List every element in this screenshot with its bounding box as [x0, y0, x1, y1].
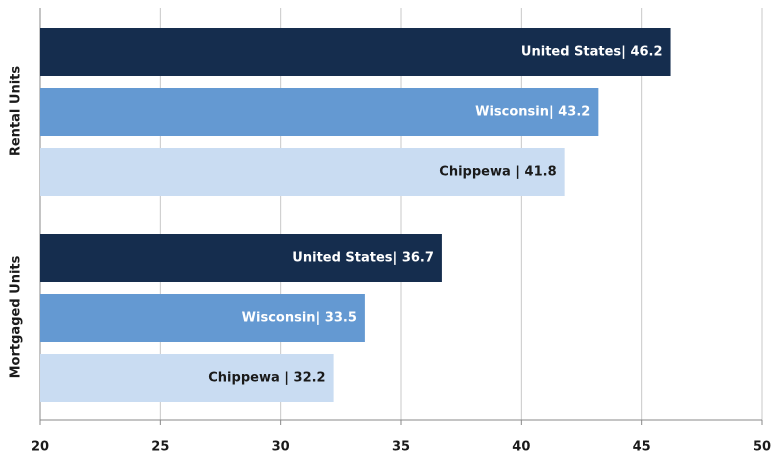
data-label: United States| 36.7 [292, 251, 434, 266]
bar [40, 28, 671, 76]
bar [40, 148, 565, 196]
bar [40, 88, 599, 136]
x-tick-label: 45 [633, 440, 651, 455]
x-tick-label: 35 [392, 440, 410, 455]
data-label: Wisconsin| 43.2 [475, 105, 590, 120]
x-tick-label: 50 [753, 440, 771, 455]
x-tick-label: 30 [272, 440, 290, 455]
data-label: Chippewa | 32.2 [208, 371, 325, 386]
bar [40, 354, 334, 402]
x-tick-label: 25 [151, 440, 169, 455]
category-label: Rental Units [9, 66, 24, 157]
data-label: Wisconsin| 33.5 [242, 311, 357, 326]
x-tick-label: 20 [31, 440, 49, 455]
x-tick-label: 40 [512, 440, 530, 455]
data-label: Chippewa | 41.8 [439, 165, 556, 180]
data-label: United States| 46.2 [521, 45, 663, 60]
bar [40, 294, 365, 342]
category-label: Mortgaged Units [9, 255, 24, 378]
bar [40, 234, 442, 282]
